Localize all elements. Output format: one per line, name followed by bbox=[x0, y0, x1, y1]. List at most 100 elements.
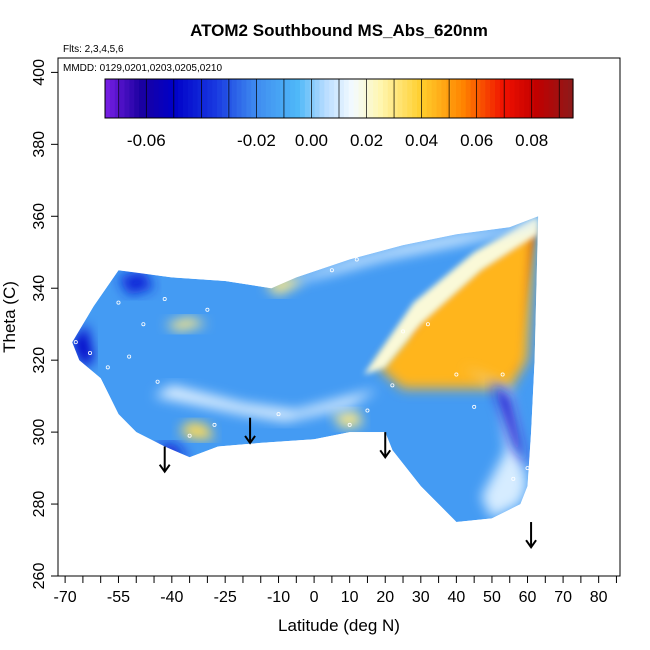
sample-point bbox=[500, 372, 505, 377]
sample-point bbox=[127, 354, 132, 359]
sample-points bbox=[73, 257, 530, 481]
colorbar-segment bbox=[495, 79, 501, 118]
colorbar-segment bbox=[226, 79, 233, 118]
colorbar-tick-label: -0.06 bbox=[127, 131, 166, 150]
colorbar-segment bbox=[124, 79, 130, 118]
x-tick-label: 80 bbox=[590, 589, 608, 606]
colorbar-segment bbox=[183, 79, 189, 118]
heatmap-low-11 bbox=[72, 324, 94, 368]
heatmap-neutral-4 bbox=[271, 216, 539, 289]
heatmap-low-14 bbox=[118, 270, 154, 296]
colorbar-segment bbox=[197, 79, 204, 118]
colorbar-segment bbox=[504, 79, 511, 118]
colorbar-segment bbox=[485, 79, 491, 118]
colorbar-segment bbox=[534, 79, 540, 118]
colorbar-segment bbox=[158, 79, 165, 118]
colorbar-segment bbox=[543, 79, 550, 118]
sample-point bbox=[425, 322, 430, 327]
colorbar-segment bbox=[558, 79, 564, 118]
colorbar-segment bbox=[412, 79, 418, 118]
colorbar-segment bbox=[290, 79, 296, 118]
colorbar-segment bbox=[378, 79, 384, 118]
sample-point bbox=[401, 329, 406, 334]
colorbar-segment bbox=[387, 79, 394, 118]
colorbar-segment bbox=[392, 79, 399, 118]
colorbar-segment bbox=[134, 79, 140, 118]
colorbar-segment bbox=[465, 79, 472, 118]
colorbar-segment bbox=[114, 79, 121, 118]
chart-title: ATOM2 Southbound MS_Abs_620nm bbox=[190, 21, 488, 40]
colorbar-segment bbox=[553, 79, 559, 118]
colorbar-segment bbox=[329, 79, 335, 118]
colorbar-segment bbox=[480, 79, 486, 118]
x-tick-label: -40 bbox=[160, 589, 183, 606]
arrow-marker bbox=[379, 432, 392, 460]
heatmap-band-7 bbox=[164, 317, 208, 332]
colorbar-segment bbox=[519, 79, 525, 118]
colorbar-segment bbox=[563, 79, 569, 118]
x-tick-label: -10 bbox=[267, 589, 290, 606]
sample-point bbox=[390, 451, 395, 456]
colorbar-segment bbox=[324, 79, 330, 118]
x-axis: -70 -55 -40 -25 -10 0 10 20 30 40 50 60 70 80 bbox=[54, 576, 617, 606]
colorbar-segment bbox=[499, 79, 506, 118]
colorbar-segment bbox=[314, 79, 321, 118]
y-tick-label: 300 bbox=[31, 419, 48, 446]
colorbar-segment bbox=[280, 79, 286, 118]
heatmap-low-13 bbox=[491, 381, 528, 469]
sample-point bbox=[390, 383, 395, 388]
heatmap-rim-3 bbox=[363, 216, 539, 375]
y-axis: 260 280 300 320 340 360 380 400 bbox=[31, 59, 58, 589]
sample-point bbox=[454, 372, 459, 377]
colorbar-segment bbox=[382, 79, 389, 118]
colorbar-segment bbox=[470, 79, 477, 118]
colorbar-segment bbox=[119, 79, 126, 118]
heatmap-base bbox=[72, 216, 539, 523]
arrow-marker bbox=[158, 446, 171, 474]
colorbar-segment bbox=[319, 79, 325, 118]
colorbar-segment bbox=[217, 79, 223, 118]
colorbar-segment bbox=[285, 79, 291, 118]
y-tick-label: 400 bbox=[31, 59, 48, 86]
arrow-markers bbox=[158, 417, 537, 549]
colorbar-tick-label: 0.04 bbox=[405, 131, 438, 150]
x-tick-label: 20 bbox=[376, 589, 394, 606]
plot-frame bbox=[57, 57, 621, 577]
colorbar-segment bbox=[426, 79, 433, 118]
colorbar-segment bbox=[265, 79, 272, 118]
arrow-marker bbox=[244, 417, 256, 445]
colorbar-segment bbox=[568, 79, 574, 118]
colorbar-segment bbox=[231, 79, 238, 118]
x-tick-label: -55 bbox=[107, 589, 130, 606]
colorbar-segment bbox=[236, 79, 243, 118]
colorbar-segment bbox=[358, 79, 364, 118]
colorbar-segment bbox=[163, 79, 169, 118]
y-tick-label: 380 bbox=[31, 131, 48, 158]
colorbar-segment bbox=[261, 79, 267, 118]
colorbar-segment bbox=[348, 79, 355, 118]
y-axis-label: Theta (C) bbox=[0, 281, 19, 353]
colorbar-segment bbox=[207, 79, 213, 118]
colorbar-tick-label: 0.08 bbox=[515, 131, 548, 150]
colorbar-segment bbox=[256, 79, 262, 118]
colorbar-segment bbox=[275, 79, 282, 118]
sample-point bbox=[212, 422, 217, 427]
sample-point bbox=[141, 322, 146, 327]
colorbar-segment bbox=[451, 79, 457, 118]
y-tick-label: 280 bbox=[31, 491, 48, 518]
colorbar-segment bbox=[148, 79, 155, 118]
colorbar-tick-label: -0.02 bbox=[237, 131, 276, 150]
colorbar-segment bbox=[460, 79, 467, 118]
colorbar-tick-label: 0.02 bbox=[350, 131, 383, 150]
colorbar-segment bbox=[397, 79, 403, 118]
sample-point bbox=[347, 422, 352, 427]
colorbar-segment bbox=[353, 79, 360, 118]
sample-point bbox=[472, 404, 477, 409]
colorbar-segment bbox=[241, 79, 247, 118]
y-tick-label: 260 bbox=[31, 563, 48, 590]
sample-point bbox=[205, 307, 210, 312]
y-tick-label: 360 bbox=[31, 203, 48, 230]
colorbar-segment bbox=[421, 79, 428, 118]
dates-note: MMDD: 0129,0201,0203,0205,0210 bbox=[63, 63, 222, 74]
